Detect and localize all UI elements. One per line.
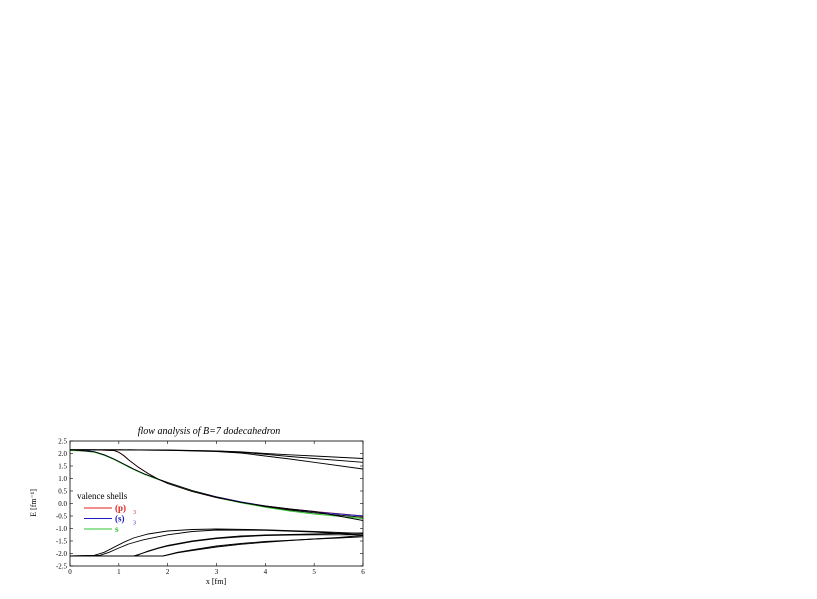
- level-line: [69, 528, 364, 557]
- y-tick-label: -1.0: [56, 525, 68, 533]
- y-tick-label: -2.5: [56, 563, 68, 571]
- level-line: [69, 449, 364, 518]
- y-tick-label: -0.5: [56, 513, 68, 521]
- axes: 0 1 2 3 4 5 6 -2.5 -2.0 -1.5 -1.0 -0.5 0.0 0.5 1.0 1.5 2…: [56, 438, 365, 577]
- legend-subscript: 3: [133, 510, 136, 516]
- y-tick-label: 1.0: [58, 475, 67, 483]
- x-tick-label: 0: [68, 568, 72, 576]
- chart-title: flow analysis of B=7 dodecahedron: [138, 426, 280, 437]
- series-line-s: [69, 450, 364, 519]
- legend-label: s: [115, 524, 119, 534]
- legend-title: valence shells: [77, 491, 128, 501]
- y-tick-label: -2.0: [56, 550, 68, 558]
- legend-label: (s): [115, 514, 125, 524]
- level-line: [69, 529, 364, 557]
- legend-label: (p): [115, 503, 126, 513]
- level-line: [70, 449, 364, 521]
- x-axis-label: x [fm]: [206, 577, 227, 586]
- level-line: [70, 536, 364, 557]
- y-tick-label: 0.5: [58, 488, 67, 496]
- level-line: [70, 532, 364, 557]
- x-tick-label: 4: [264, 568, 268, 576]
- legend-subscript: 3: [133, 521, 136, 527]
- x-tick-label: 2: [166, 568, 170, 576]
- x-tick-label: 6: [361, 568, 365, 576]
- y-tick-label: 2.5: [58, 438, 67, 446]
- plot-area: [69, 449, 364, 557]
- x-tick-label: 3: [215, 568, 219, 576]
- y-tick-label: -1.5: [56, 538, 68, 546]
- y-tick-label: 2.0: [58, 450, 67, 458]
- y-tick-label: 1.5: [58, 463, 67, 471]
- y-tick-label: 0.0: [58, 500, 67, 508]
- x-tick-label: 5: [312, 568, 316, 576]
- legend: valence shells (p) 3 (s) 3 s: [77, 491, 136, 534]
- x-tick-label: 1: [117, 568, 121, 576]
- level-line: [70, 449, 364, 470]
- y-axis-label: E [fm⁻¹]: [29, 489, 38, 517]
- level-line: [70, 535, 364, 557]
- level-line: [70, 534, 363, 557]
